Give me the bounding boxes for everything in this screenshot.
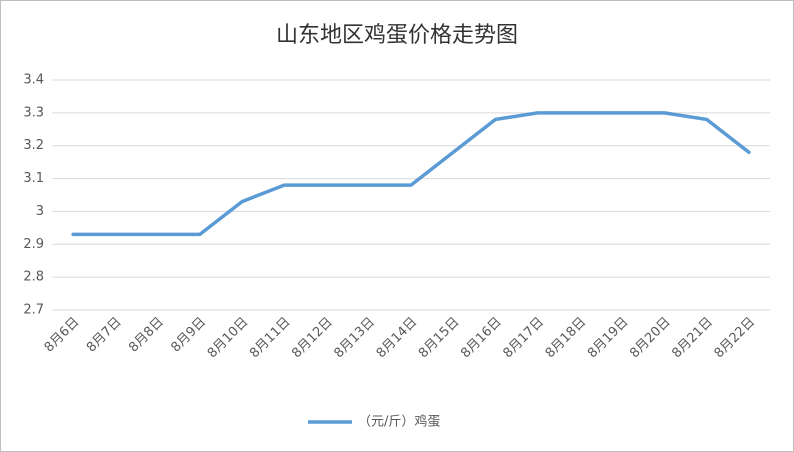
y-tick-label: 3.2 [23, 138, 44, 153]
chart-title: 山东地区鸡蛋价格走势图 [276, 23, 518, 48]
y-tick-label: 3.4 [23, 73, 44, 88]
y-tick-label: 3.3 [23, 105, 44, 120]
y-tick-label: 2.7 [23, 303, 44, 318]
y-tick-label: 3.1 [23, 171, 44, 186]
y-tick-label: 2.9 [23, 237, 44, 252]
legend-label: （元/斤）鸡蛋 [358, 414, 440, 430]
line [71, 111, 751, 237]
y-tick-label: 3 [36, 204, 44, 219]
y-tick-label: 2.8 [23, 270, 44, 285]
